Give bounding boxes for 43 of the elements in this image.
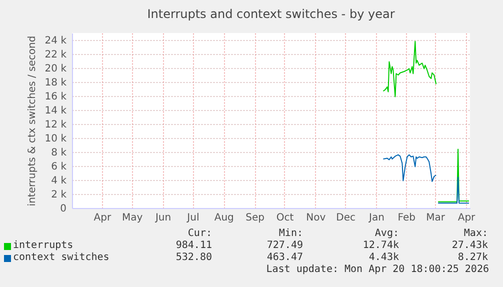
x-tick-label: Jan bbox=[368, 212, 384, 224]
text: 27.43k bbox=[450, 240, 488, 252]
x-tick-label: May bbox=[122, 212, 143, 224]
text: 4.43k bbox=[368, 252, 399, 264]
x-tick-label: Feb bbox=[398, 212, 416, 224]
legend-label: interrupts bbox=[12, 240, 74, 252]
text: 8.27k bbox=[456, 252, 488, 264]
text: Last update: Mon Apr 20 18:00:25 2026 bbox=[265, 264, 489, 276]
y-axis-title: interrupts & ctx switches / second bbox=[26, 36, 38, 206]
y-tick-label: 18 k bbox=[44, 78, 67, 88]
x-tick-label: Aug bbox=[214, 212, 234, 224]
x-tick-label: Sep bbox=[246, 212, 264, 224]
x-tick-label: Jun bbox=[154, 212, 172, 224]
y-tick-label: 2 k bbox=[51, 190, 67, 200]
text: 984.11 bbox=[174, 240, 212, 252]
y-tick-label: 6 k bbox=[51, 162, 67, 172]
chart-title: Interrupts and context switches - by year bbox=[147, 7, 395, 21]
x-tick-label: Mar bbox=[426, 212, 446, 224]
text: 463.47 bbox=[266, 252, 303, 264]
x-tick-label: Jul bbox=[186, 212, 200, 224]
text: Max: bbox=[462, 228, 488, 240]
x-tick-label: Apr bbox=[94, 212, 112, 224]
x-tick-label: Dec bbox=[336, 212, 356, 224]
y-tick-label: 16 k bbox=[44, 92, 67, 102]
x-tick-label: Nov bbox=[306, 212, 326, 224]
text: 12.74k bbox=[362, 240, 399, 252]
y-tick-label: 0 bbox=[60, 204, 66, 214]
text: Min: bbox=[278, 228, 303, 240]
text: Cur: bbox=[186, 228, 212, 240]
y-tick-label: 12 k bbox=[44, 120, 67, 130]
y-tick-label: 24 k bbox=[44, 36, 67, 46]
legend-label: context switches bbox=[12, 252, 110, 264]
y-tick-label: 20 k bbox=[44, 64, 67, 74]
text: 532.80 bbox=[174, 252, 212, 264]
y-tick-label: 22 k bbox=[44, 50, 67, 60]
y-tick-label: 10 k bbox=[44, 134, 67, 144]
text: 727.49 bbox=[266, 240, 303, 252]
text: Avg: bbox=[374, 228, 399, 240]
y-tick-label: 8 k bbox=[51, 148, 67, 158]
y-tick-label: 4 k bbox=[51, 176, 67, 186]
x-tick-label: Oct bbox=[276, 212, 294, 224]
y-tick-label: 14 k bbox=[44, 106, 67, 116]
x-tick-label: Apr bbox=[458, 212, 476, 224]
